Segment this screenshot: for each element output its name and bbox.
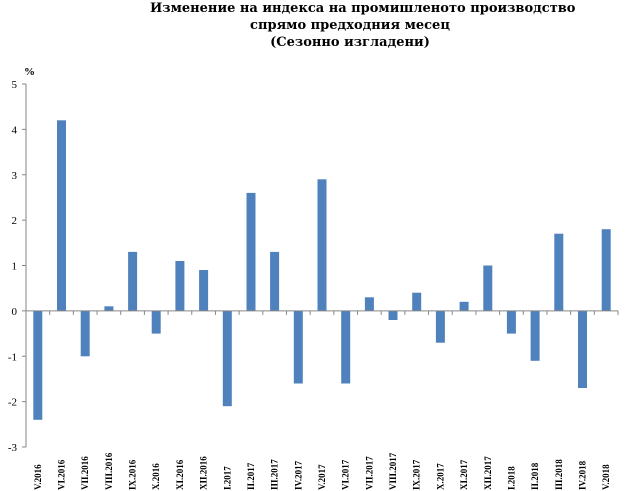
x-tick-label: III.2017 (270, 459, 280, 490)
chart-title-line-1: Изменение на индекса на промишленото про… (150, 1, 576, 16)
x-tick-label: XI.2016 (175, 459, 185, 490)
x-tick-label: I.2017 (222, 466, 232, 490)
y-tick-label: 5 (12, 79, 18, 91)
bar (80, 310, 90, 357)
x-tick-label: XII.2017 (483, 456, 493, 490)
y-tick-label: -2 (8, 397, 17, 409)
bar (412, 292, 422, 311)
x-tick-label: VI.2017 (341, 459, 351, 490)
y-tick-label: 1 (12, 261, 18, 273)
x-tick-label: I.2018 (506, 466, 516, 490)
bar (459, 301, 469, 311)
x-tick-label: IX.2017 (412, 459, 422, 490)
bar (222, 310, 232, 407)
bar (317, 179, 327, 311)
x-tick-label: V.2018 (601, 464, 611, 490)
bar (554, 233, 564, 311)
y-tick-label: 2 (12, 215, 18, 227)
x-tick-label: X.2016 (151, 463, 161, 490)
y-axis-unit-label: % (24, 66, 35, 78)
x-tick-label: XII.2016 (199, 456, 209, 490)
bar (578, 310, 587, 388)
x-tick-label: II.2018 (530, 462, 540, 490)
bar (364, 297, 374, 311)
bar (175, 261, 185, 311)
x-tick-label: VIII.2016 (104, 452, 114, 490)
bar (601, 229, 611, 311)
y-tick-label: -3 (8, 442, 18, 454)
bar (293, 310, 303, 384)
y-tick-label: 0 (12, 306, 18, 318)
y-axis: 5 4 3 2 1 0 -1 -2 -3 (8, 79, 27, 454)
chart-title-line-2: спрямо предходния месец (250, 18, 450, 33)
bar (341, 310, 351, 384)
bar (128, 251, 138, 311)
chart-title-line-3: (Сезонно изгладени) (270, 35, 430, 50)
x-tick-label: VI.2016 (57, 459, 67, 490)
x-tick-label: IV.2017 (293, 460, 303, 490)
chart-title: Изменение на индекса на промишленото про… (150, 0, 576, 51)
bar (506, 310, 516, 334)
bar (104, 306, 114, 311)
x-tick-label: II.2017 (246, 462, 256, 490)
x-tick-label: IV.2018 (577, 460, 587, 490)
x-tick-label: VII.2017 (364, 456, 374, 490)
bars (33, 120, 611, 420)
x-tick-label: III.2018 (554, 459, 564, 490)
bar (246, 192, 256, 311)
bar (435, 310, 445, 343)
x-tick-label: X.2017 (435, 463, 445, 490)
bar (199, 270, 209, 311)
y-tick-label: -1 (8, 351, 17, 363)
bar (151, 310, 161, 334)
bar (530, 310, 540, 361)
y-tick-label: 3 (12, 170, 18, 182)
bar (388, 310, 398, 320)
x-tick-label: V.2017 (317, 464, 327, 490)
bar (57, 120, 66, 311)
x-axis: V.2016 VI.2016 VII.2016 VIII.2016 IX.2016 X.2… (25, 310, 619, 490)
bar (483, 265, 493, 311)
y-tick-label: 4 (12, 124, 18, 136)
bar (33, 310, 43, 420)
x-tick-label: IX.2016 (128, 459, 138, 490)
bar (270, 251, 280, 311)
x-tick-label: VII.2016 (80, 456, 90, 490)
x-tick-label: VIII.2017 (388, 452, 398, 490)
x-tick-label: V.2016 (33, 464, 43, 490)
x-tick-label: XI.2017 (459, 459, 469, 490)
